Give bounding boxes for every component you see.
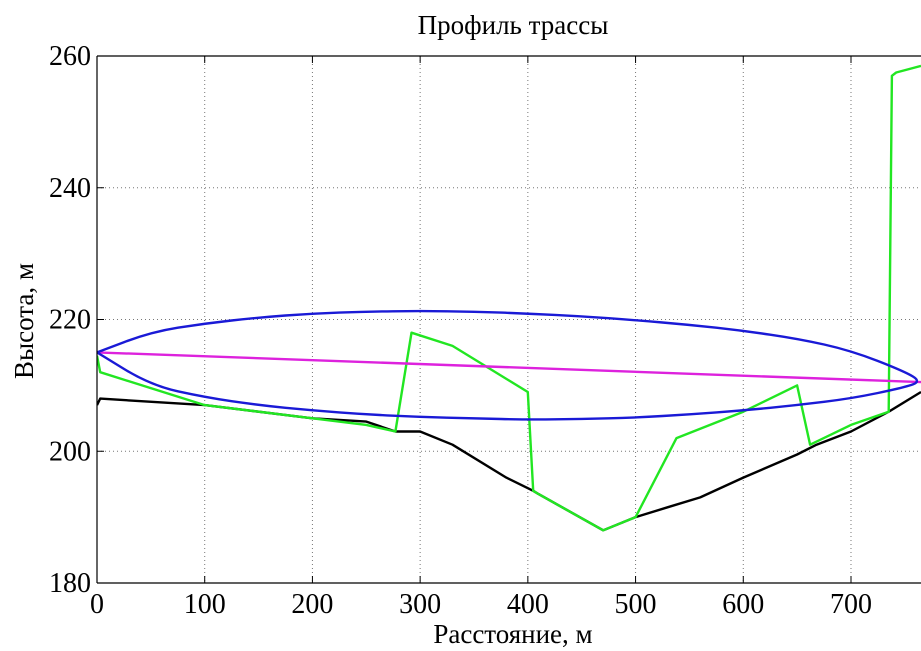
y-tick-label: 180 <box>49 568 91 599</box>
x-tick-label: 200 <box>291 589 333 620</box>
x-tick-label: 0 <box>90 589 104 620</box>
series-line-4 <box>97 309 919 421</box>
y-axis-title: Высота, м <box>9 263 39 379</box>
axes <box>96 55 921 584</box>
x-tick-label: 300 <box>399 589 441 620</box>
y-tick-label: 260 <box>49 41 91 72</box>
series-line-2 <box>97 64 921 532</box>
tick-labels: 0 100 200 300 400 500 600 700 180 200 220 240 260 <box>49 41 872 620</box>
grid-lines <box>97 56 921 583</box>
chart-title: Профиль трассы <box>418 10 609 40</box>
series-line-3 <box>97 351 921 384</box>
y-tick-label: 240 <box>49 173 91 204</box>
y-tick-label: 220 <box>49 305 91 336</box>
x-tick-label: 100 <box>184 589 226 620</box>
x-axis-title: Расстояние, м <box>433 619 592 649</box>
x-tick-label: 400 <box>507 589 549 620</box>
y-tick-label: 200 <box>49 436 91 467</box>
x-tick-label: 700 <box>830 589 872 620</box>
series-layer <box>97 64 921 532</box>
x-tick-label: 500 <box>615 589 657 620</box>
plot-area <box>97 64 921 532</box>
x-tick-label: 600 <box>722 589 764 620</box>
